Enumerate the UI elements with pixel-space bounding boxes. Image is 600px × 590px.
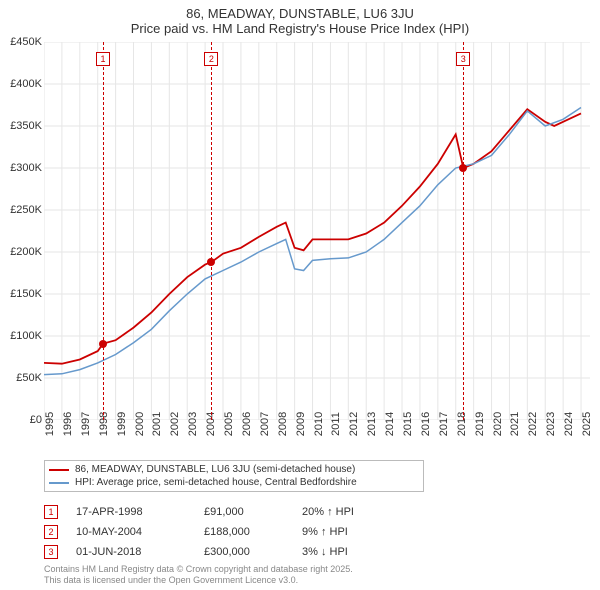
x-tick-label: 2021 <box>509 412 521 436</box>
x-tick-label: 2025 <box>581 412 593 436</box>
x-tick-label: 2003 <box>187 412 199 436</box>
transaction-delta: 3% ↓ HPI <box>302 546 392 558</box>
transaction-date: 17-APR-1998 <box>76 506 186 518</box>
transaction-row: 3 01-JUN-2018 £300,000 3% ↓ HPI <box>44 542 392 562</box>
x-tick-label: 1999 <box>116 412 128 436</box>
y-tick-label: £100K <box>10 330 42 342</box>
x-tick-label: 2012 <box>348 412 360 436</box>
x-tick-label: 2020 <box>492 412 504 436</box>
x-tick-label: 2023 <box>545 412 557 436</box>
x-tick-label: 2018 <box>456 412 468 436</box>
transaction-delta: 20% ↑ HPI <box>302 506 392 518</box>
transaction-table: 1 17-APR-1998 £91,000 20% ↑ HPI 2 10-MAY… <box>44 502 392 562</box>
marker-vline <box>103 42 104 420</box>
y-tick-label: £450K <box>10 36 42 48</box>
legend-label: HPI: Average price, semi-detached house,… <box>75 477 357 488</box>
x-tick-label: 2019 <box>474 412 486 436</box>
x-tick-label: 2007 <box>259 412 271 436</box>
x-tick-label: 2005 <box>223 412 235 436</box>
footer-attribution: Contains HM Land Registry data © Crown c… <box>44 564 353 586</box>
x-tick-label: 2002 <box>169 412 181 436</box>
transaction-marker-icon: 1 <box>44 505 58 519</box>
transaction-row: 2 10-MAY-2004 £188,000 9% ↑ HPI <box>44 522 392 542</box>
x-tick-label: 2013 <box>366 412 378 436</box>
transaction-marker-icon: 2 <box>44 525 58 539</box>
marker-dot <box>459 164 467 172</box>
x-tick-label: 2001 <box>151 412 163 436</box>
transaction-date: 10-MAY-2004 <box>76 526 186 538</box>
y-tick-label: £50K <box>16 372 42 384</box>
chart-svg <box>44 42 590 420</box>
marker-dot <box>207 258 215 266</box>
transaction-marker-icon: 3 <box>44 545 58 559</box>
y-tick-label: £400K <box>10 78 42 90</box>
legend-label: 86, MEADWAY, DUNSTABLE, LU6 3JU (semi-de… <box>75 464 355 475</box>
x-tick-label: 1995 <box>44 412 56 436</box>
x-tick-label: 1997 <box>80 412 92 436</box>
arrow-down-icon: ↓ <box>321 546 327 558</box>
chart-wrapper: 86, MEADWAY, DUNSTABLE, LU6 3JU Price pa… <box>0 0 600 590</box>
x-tick-label: 2024 <box>563 412 575 436</box>
x-tick-label: 2015 <box>402 412 414 436</box>
marker-dot <box>99 340 107 348</box>
transaction-date: 01-JUN-2018 <box>76 546 186 558</box>
marker-number-box: 2 <box>204 52 218 66</box>
plot-area <box>44 42 590 420</box>
x-tick-label: 2006 <box>241 412 253 436</box>
x-tick-label: 2010 <box>313 412 325 436</box>
marker-vline <box>211 42 212 420</box>
x-tick-label: 2009 <box>295 412 307 436</box>
x-tick-label: 2008 <box>277 412 289 436</box>
x-tick-label: 1996 <box>62 412 74 436</box>
transaction-price: £188,000 <box>204 526 284 538</box>
legend-item: 86, MEADWAY, DUNSTABLE, LU6 3JU (semi-de… <box>49 463 419 476</box>
legend-swatch <box>49 469 69 471</box>
x-tick-label: 2014 <box>384 412 396 436</box>
transaction-row: 1 17-APR-1998 £91,000 20% ↑ HPI <box>44 502 392 522</box>
marker-vline <box>463 42 464 420</box>
y-tick-label: £250K <box>10 204 42 216</box>
marker-number-box: 1 <box>96 52 110 66</box>
footer-line: This data is licensed under the Open Gov… <box>44 575 353 586</box>
y-tick-label: £150K <box>10 288 42 300</box>
footer-line: Contains HM Land Registry data © Crown c… <box>44 564 353 575</box>
legend-item: HPI: Average price, semi-detached house,… <box>49 476 419 489</box>
y-tick-label: £0 <box>30 414 42 426</box>
x-tick-label: 2011 <box>330 412 342 436</box>
marker-number-box: 3 <box>456 52 470 66</box>
x-tick-label: 2000 <box>134 412 146 436</box>
y-tick-label: £200K <box>10 246 42 258</box>
x-tick-label: 2017 <box>438 412 450 436</box>
transaction-price: £91,000 <box>204 506 284 518</box>
legend: 86, MEADWAY, DUNSTABLE, LU6 3JU (semi-de… <box>44 460 424 492</box>
arrow-up-icon: ↑ <box>327 506 333 518</box>
y-tick-label: £350K <box>10 120 42 132</box>
arrow-up-icon: ↑ <box>321 526 327 538</box>
chart-title: 86, MEADWAY, DUNSTABLE, LU6 3JU <box>0 0 600 21</box>
chart-subtitle: Price paid vs. HM Land Registry's House … <box>0 21 600 40</box>
x-tick-label: 2022 <box>527 412 539 436</box>
legend-swatch <box>49 482 69 484</box>
transaction-delta: 9% ↑ HPI <box>302 526 392 538</box>
y-tick-label: £300K <box>10 162 42 174</box>
transaction-price: £300,000 <box>204 546 284 558</box>
x-tick-label: 2016 <box>420 412 432 436</box>
